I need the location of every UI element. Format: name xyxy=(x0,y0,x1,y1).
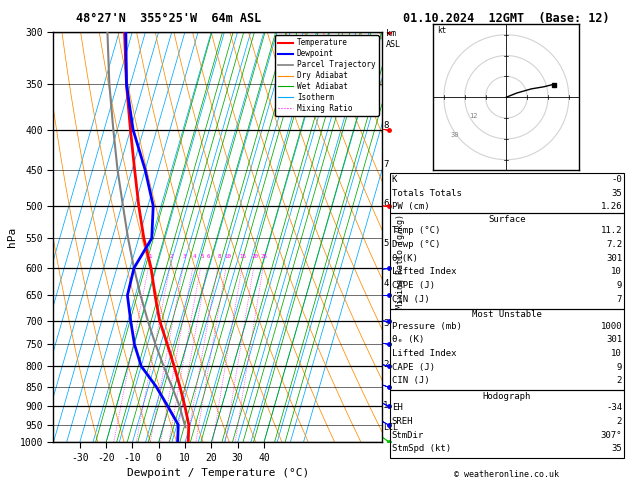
Text: Lifted Index: Lifted Index xyxy=(392,349,457,358)
Text: 2: 2 xyxy=(170,254,173,260)
Text: CAPE (J): CAPE (J) xyxy=(392,281,435,290)
Text: 48°27'N  355°25'W  64m ASL: 48°27'N 355°25'W 64m ASL xyxy=(76,12,261,25)
Text: 5: 5 xyxy=(201,254,204,260)
Text: 301: 301 xyxy=(606,254,622,263)
Text: LCL: LCL xyxy=(383,423,398,432)
Text: 7.2: 7.2 xyxy=(606,240,622,249)
Text: 01.10.2024  12GMT  (Base: 12): 01.10.2024 12GMT (Base: 12) xyxy=(403,12,610,25)
Text: Mixing Ratio (g/kg): Mixing Ratio (g/kg) xyxy=(396,214,405,309)
Text: © weatheronline.co.uk: © weatheronline.co.uk xyxy=(455,469,559,479)
Text: 1000: 1000 xyxy=(601,322,622,331)
Y-axis label: hPa: hPa xyxy=(7,227,17,247)
Text: 6: 6 xyxy=(383,199,389,208)
Text: 1: 1 xyxy=(383,401,389,411)
Text: 30: 30 xyxy=(450,132,459,138)
Text: 12: 12 xyxy=(469,113,477,119)
Text: 307°: 307° xyxy=(601,431,622,440)
Text: θₑ (K): θₑ (K) xyxy=(392,335,424,345)
Text: -34: -34 xyxy=(606,403,622,413)
Text: 3: 3 xyxy=(183,254,186,260)
Text: StmSpd (kt): StmSpd (kt) xyxy=(392,444,451,453)
Text: EH: EH xyxy=(392,403,403,413)
Text: 20: 20 xyxy=(252,254,259,260)
Text: 1.26: 1.26 xyxy=(601,202,622,211)
Text: 2: 2 xyxy=(383,360,389,369)
Text: SREH: SREH xyxy=(392,417,413,426)
Text: 4: 4 xyxy=(192,254,196,260)
Text: Most Unstable: Most Unstable xyxy=(472,310,542,319)
Text: Hodograph: Hodograph xyxy=(483,392,531,401)
Text: 15: 15 xyxy=(240,254,247,260)
Text: 25: 25 xyxy=(261,254,268,260)
Text: -0: -0 xyxy=(611,175,622,184)
Text: K: K xyxy=(392,175,398,184)
Text: 9: 9 xyxy=(616,363,622,372)
Text: CIN (J): CIN (J) xyxy=(392,295,430,304)
Text: 5: 5 xyxy=(383,240,389,248)
Text: 10: 10 xyxy=(224,254,231,260)
Text: StmDir: StmDir xyxy=(392,431,424,440)
Text: 7: 7 xyxy=(383,160,389,169)
Text: Surface: Surface xyxy=(488,215,526,224)
Text: 11.2: 11.2 xyxy=(601,226,622,236)
Text: 35: 35 xyxy=(611,444,622,453)
Text: 6: 6 xyxy=(207,254,210,260)
Text: Dewp (°C): Dewp (°C) xyxy=(392,240,440,249)
Text: CIN (J): CIN (J) xyxy=(392,376,430,385)
Text: 3: 3 xyxy=(383,319,389,328)
Text: PW (cm): PW (cm) xyxy=(392,202,430,211)
Text: CAPE (J): CAPE (J) xyxy=(392,363,435,372)
X-axis label: Dewpoint / Temperature (°C): Dewpoint / Temperature (°C) xyxy=(127,468,309,478)
Text: 1: 1 xyxy=(148,254,152,260)
Text: kt: kt xyxy=(438,26,447,35)
Text: 10: 10 xyxy=(611,349,622,358)
Text: 10: 10 xyxy=(611,267,622,277)
Text: Pressure (mb): Pressure (mb) xyxy=(392,322,462,331)
Legend: Temperature, Dewpoint, Parcel Trajectory, Dry Adiabat, Wet Adiabat, Isotherm, Mi: Temperature, Dewpoint, Parcel Trajectory… xyxy=(275,35,379,116)
Text: Totals Totals: Totals Totals xyxy=(392,189,462,198)
Text: 7: 7 xyxy=(616,295,622,304)
Text: 301: 301 xyxy=(606,335,622,345)
Text: 35: 35 xyxy=(611,189,622,198)
Text: 8: 8 xyxy=(218,254,221,260)
Text: 2: 2 xyxy=(616,417,622,426)
Text: 2: 2 xyxy=(616,376,622,385)
Text: Lifted Index: Lifted Index xyxy=(392,267,457,277)
Text: 4: 4 xyxy=(383,279,389,288)
Text: 8: 8 xyxy=(383,121,389,130)
Text: 9: 9 xyxy=(616,281,622,290)
Text: θₑ(K): θₑ(K) xyxy=(392,254,419,263)
Text: km
ASL: km ASL xyxy=(386,29,401,49)
Text: Temp (°C): Temp (°C) xyxy=(392,226,440,236)
